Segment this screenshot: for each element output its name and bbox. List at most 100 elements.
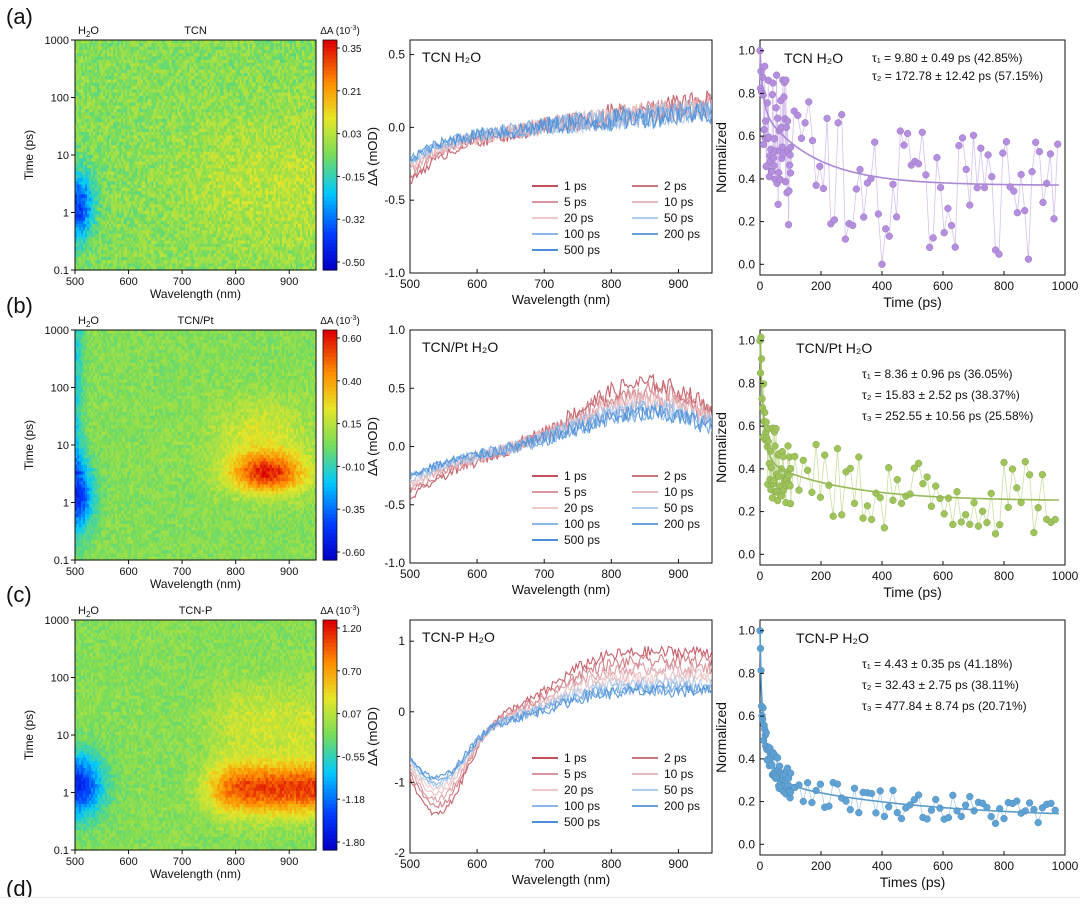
heatmap-cell	[145, 115, 148, 120]
heatmap-cell	[87, 125, 90, 130]
heatmap-cell	[91, 135, 94, 140]
heatmap-cell	[91, 40, 94, 44]
heatmap-cell	[137, 151, 140, 156]
heatmap-cell	[155, 197, 158, 202]
heatmap-cell	[83, 164, 86, 169]
heatmap-cell	[151, 243, 154, 248]
heatmap-cell	[155, 40, 158, 44]
heatmap-cell	[151, 207, 154, 212]
heatmap-cell	[81, 161, 84, 166]
heatmap-cell	[135, 82, 138, 87]
heatmap-cell	[159, 197, 162, 202]
heatmap-cell	[93, 115, 96, 120]
heatmap-cell	[143, 118, 146, 123]
heatmap-cell	[135, 125, 138, 130]
heatmap-cell	[83, 184, 86, 189]
heatmap-cell	[121, 207, 124, 212]
heatmap-cell	[99, 49, 102, 54]
heatmap-cell	[111, 224, 114, 228]
heatmap-cell	[149, 63, 152, 67]
heatmap-cell	[111, 151, 114, 156]
heatmap-cell	[131, 92, 134, 97]
heatmap-cell	[135, 171, 138, 176]
heatmap-cell	[153, 86, 156, 90]
heatmap-cell	[101, 184, 104, 189]
heatmap-cell	[85, 72, 88, 77]
heatmap-cell	[131, 148, 134, 153]
heatmap-cell	[77, 253, 80, 258]
heatmap-cell	[79, 49, 82, 54]
heatmap-cell	[139, 247, 142, 251]
heatmap-cell	[161, 99, 164, 104]
heatmap-cell	[87, 59, 90, 64]
heatmap-cell	[115, 217, 118, 222]
heatmap-cell	[139, 230, 142, 235]
heatmap-cell	[105, 187, 108, 192]
heatmap-cell	[125, 263, 128, 268]
heatmap-cell	[83, 79, 86, 84]
heatmap-cell	[85, 194, 88, 199]
heatmap-cell	[123, 247, 126, 251]
heatmap-cell	[121, 158, 124, 163]
heatmap-cell	[117, 115, 120, 120]
heatmap-cell	[97, 233, 100, 238]
heatmap-cell	[95, 69, 98, 74]
heatmap-cell	[133, 105, 136, 110]
heatmap-cell	[123, 69, 126, 74]
heatmap-cell	[125, 109, 128, 113]
heatmap-cell	[111, 155, 114, 159]
heatmap-cell	[91, 132, 94, 136]
heatmap-cell	[113, 66, 116, 71]
heatmap-cell	[89, 207, 92, 212]
heatmap-cell	[99, 109, 102, 113]
heatmap-cell	[125, 155, 128, 159]
heatmap-cell	[155, 191, 158, 196]
heatmap-cell	[89, 250, 92, 255]
heatmap-cell	[127, 161, 130, 166]
heatmap-cell	[93, 76, 96, 81]
heatmap-cell	[81, 260, 84, 265]
heatmap-cell	[137, 132, 140, 136]
heatmap-cell	[85, 56, 88, 61]
heatmap-cell	[149, 256, 152, 261]
heatmap-cell	[91, 233, 94, 238]
heatmap-cell	[115, 109, 118, 113]
heatmap-cell	[159, 181, 162, 186]
heatmap-cell	[141, 181, 144, 186]
heatmap-cell	[91, 247, 94, 251]
heatmap-cell	[97, 171, 100, 176]
heatmap-cell	[115, 243, 118, 248]
heatmap-cell	[101, 253, 104, 258]
heatmap-cell	[117, 207, 120, 212]
heatmap-cell	[109, 76, 112, 81]
heatmap-cell	[91, 118, 94, 123]
heatmap-cell	[137, 99, 140, 104]
heatmap-cell	[107, 148, 110, 153]
heatmap-cell	[119, 141, 122, 146]
heatmap-cell	[87, 174, 90, 179]
heatmap-cell	[109, 263, 112, 268]
heatmap-cell	[77, 46, 80, 51]
heatmap-cell	[105, 250, 108, 255]
heatmap-cell	[109, 197, 112, 202]
heatmap-cell	[97, 151, 100, 156]
heatmap-cell	[129, 148, 132, 153]
heatmap-cell	[93, 240, 96, 245]
heatmap-cell	[103, 181, 106, 186]
heatmap-cell	[101, 99, 104, 104]
heatmap-cell	[113, 145, 116, 150]
heatmap-cell	[99, 253, 102, 258]
heatmap-cell	[113, 184, 116, 189]
heatmap-cell	[89, 141, 92, 146]
heatmap-cell	[109, 187, 112, 192]
heatmap-cell	[153, 201, 156, 205]
heatmap-cell	[159, 76, 162, 81]
heatmap-cell	[105, 135, 108, 140]
heatmap-cell	[113, 92, 116, 97]
heatmap-cell	[157, 201, 160, 205]
heatmap-cell	[139, 158, 142, 163]
heatmap-cell	[93, 145, 96, 150]
heatmap-cell	[121, 227, 124, 232]
heatmap-cell	[149, 105, 152, 110]
heatmap-cell	[147, 155, 150, 159]
